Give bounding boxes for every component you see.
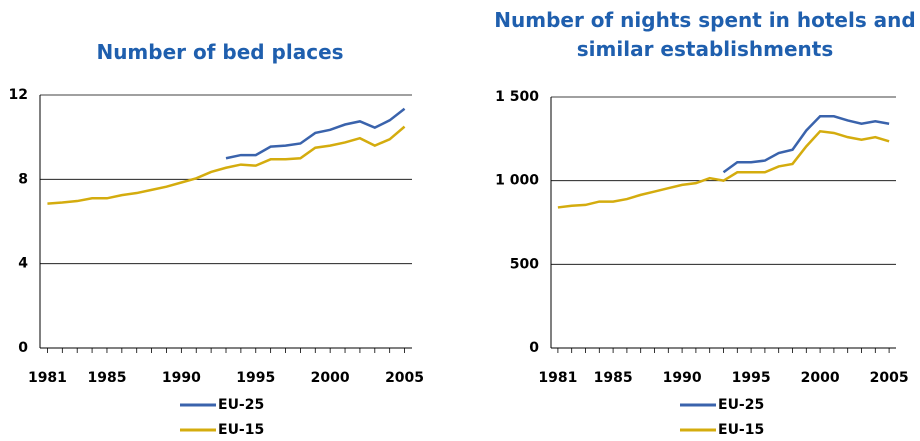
chart-title: Number of bed places (96, 40, 344, 64)
x-tick-label: 1995 (732, 370, 771, 386)
x-tick-label: 1985 (87, 370, 126, 386)
y-tick-label: 0 (529, 340, 539, 356)
x-tick-label: 2005 (385, 370, 424, 386)
y-tick-label: 1 500 (495, 89, 539, 105)
legend-label: EU-15 (218, 422, 264, 438)
series-line (225, 107, 406, 160)
x-tick-label: 1985 (594, 370, 633, 386)
y-tick-label: 12 (9, 87, 28, 103)
x-tick-label: 1990 (663, 370, 702, 386)
chart-title: Number of nights spent in hotels and sim… (494, 8, 916, 61)
x-tick-label: 1990 (162, 370, 201, 386)
series-line (557, 129, 890, 209)
y-tick-label: 1 000 (495, 173, 539, 189)
x-tick-label: 2000 (801, 370, 840, 386)
y-tick-label: 0 (18, 340, 28, 356)
x-tick-label: 2005 (870, 370, 909, 386)
x-tick-label: 2000 (311, 370, 350, 386)
legend-label: EU-25 (218, 397, 264, 413)
legend-label: EU-25 (718, 397, 764, 413)
x-tick-label: 1981 (28, 370, 67, 386)
y-tick-label: 4 (18, 256, 28, 272)
legend-label: EU-15 (718, 422, 764, 438)
series-line (47, 125, 406, 205)
x-tick-label: 1995 (236, 370, 275, 386)
y-tick-label: 8 (18, 171, 28, 187)
y-tick-label: 500 (510, 256, 539, 272)
series-line (722, 114, 890, 174)
x-tick-label: 1981 (538, 370, 577, 386)
